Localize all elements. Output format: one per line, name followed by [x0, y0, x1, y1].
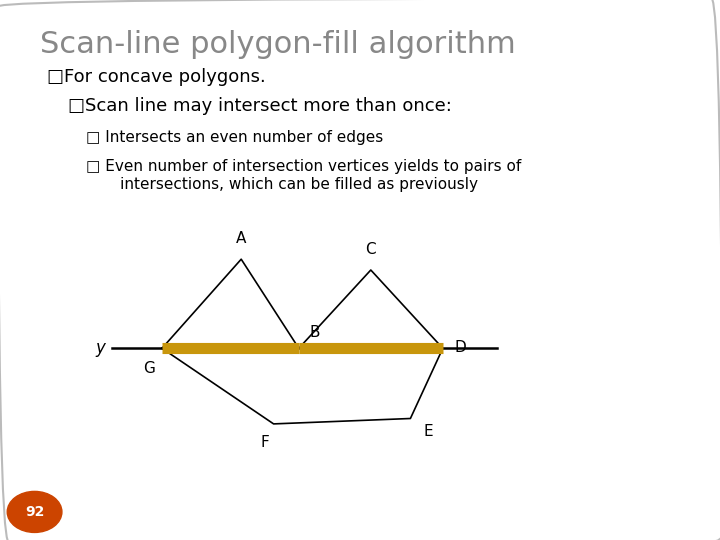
Text: Scan-line polygon-fill algorithm: Scan-line polygon-fill algorithm [40, 30, 516, 59]
Text: y: y [96, 339, 106, 357]
Text: D: D [455, 340, 467, 355]
Text: C: C [366, 242, 376, 257]
Text: G: G [143, 361, 155, 376]
Text: F: F [261, 435, 269, 450]
Text: □For concave polygons.: □For concave polygons. [47, 68, 266, 85]
Text: □Scan line may intersect more than once:: □Scan line may intersect more than once: [68, 97, 452, 115]
Text: □ Intersects an even number of edges: □ Intersects an even number of edges [86, 130, 384, 145]
Text: E: E [423, 424, 433, 440]
Text: A: A [236, 231, 246, 246]
Text: □ Even number of intersection vertices yields to pairs of
       intersections, : □ Even number of intersection vertices y… [86, 159, 522, 192]
Text: B: B [310, 325, 320, 340]
Text: 92: 92 [25, 505, 44, 519]
Circle shape [7, 491, 62, 532]
